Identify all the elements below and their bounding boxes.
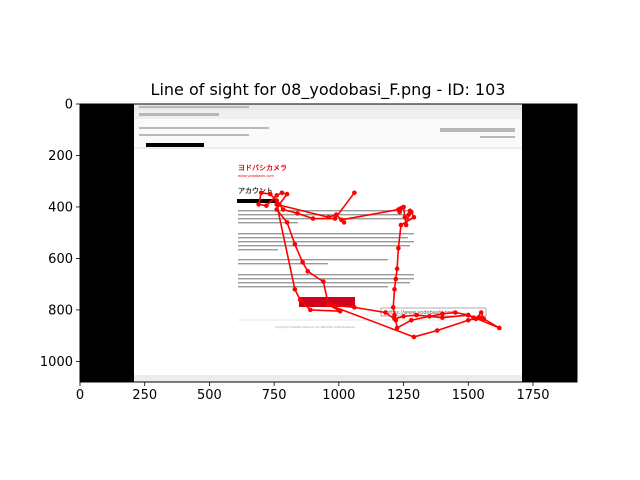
gaze-point (352, 190, 357, 196)
gaze-point (279, 190, 285, 196)
plot-area: ヨドバシカメラ www.yodobashi.com アカウント (79, 103, 578, 383)
x-tick-label: 250 (132, 388, 157, 403)
login-button (299, 297, 355, 307)
gaze-point (292, 241, 298, 247)
gaze-point (411, 334, 417, 340)
gaze-point (473, 316, 479, 322)
email-status-bar (134, 375, 522, 382)
gaze-point (264, 203, 269, 208)
gaze-point (398, 222, 404, 228)
x-tick-label: 0 (76, 388, 84, 403)
email-body (134, 149, 522, 380)
email-toolbar (134, 110, 522, 119)
y-tick-label: 200 (48, 149, 73, 164)
gaze-point (403, 222, 409, 228)
gaze-point (339, 217, 344, 223)
gaze-point (465, 312, 471, 318)
gaze-point (401, 204, 406, 210)
gaze-point (305, 269, 311, 274)
gaze-point (409, 317, 414, 323)
gaze-point (310, 216, 316, 221)
gaze-point (477, 315, 483, 320)
gaze-point (292, 287, 298, 292)
x-tick-label: 1750 (516, 388, 549, 403)
gaze-point (284, 220, 290, 225)
gaze-point (409, 209, 414, 215)
gaze-point (297, 297, 303, 302)
gaze-point (394, 266, 400, 272)
brand-url: www.yodobashi.com (238, 174, 275, 178)
copyright: Copyright (C) Yodobashi Camera Co.,Ltd. … (275, 326, 356, 329)
chart-title: Line of sight for 08_yodobasi_F.png - ID… (151, 80, 506, 100)
gaze-point (326, 214, 331, 220)
gaze-point (402, 214, 408, 220)
gaze-point (352, 305, 357, 310)
x-tick-label: 1000 (322, 388, 355, 403)
gaze-point (267, 191, 273, 197)
email-screenshot: ヨドバシカメラ www.yodobashi.com アカウント (134, 104, 522, 382)
gaze-point (300, 260, 305, 265)
gaze-point (411, 214, 417, 220)
gaze-point (478, 310, 484, 315)
gaze-point (393, 276, 399, 282)
gaze-point (295, 211, 300, 216)
gaze-point (414, 312, 419, 318)
letterbox-right (522, 104, 577, 382)
brand-logo: ヨドバシカメラ (238, 164, 287, 172)
gaze-trace (256, 190, 502, 340)
letterbox-left (80, 104, 134, 382)
gaze-point (333, 212, 339, 217)
y-tick-label: 0 (65, 98, 73, 113)
email-menubar (134, 104, 522, 110)
gaze-point (258, 190, 264, 196)
header-text-lines (139, 106, 515, 138)
gaze-point (401, 314, 406, 319)
gaze-point (481, 316, 487, 322)
gaze-point (392, 312, 397, 318)
gaze-point (284, 191, 290, 197)
y-axis: 0 200 400 600 800 1000 (40, 98, 80, 370)
gaze-point (280, 207, 286, 212)
gaze-point (256, 202, 261, 207)
y-tick-label: 1000 (40, 355, 73, 370)
gaze-point (337, 308, 343, 314)
x-tick-label: 1500 (452, 388, 485, 403)
gaze-point (274, 198, 280, 203)
gaze-point (453, 310, 458, 315)
gaze-point (274, 202, 280, 207)
gaze-point (434, 328, 440, 333)
gaze-point (427, 314, 432, 319)
y-tick-label: 600 (48, 252, 73, 267)
x-tick-label: 750 (262, 388, 287, 403)
gaze-point (440, 315, 445, 320)
x-tick-label: 1250 (387, 388, 420, 403)
x-axis: 0 250 500 750 1000 1250 1500 1750 (76, 382, 550, 403)
plot-frame (79, 103, 578, 383)
gaze-point (390, 305, 396, 310)
gaze-point (396, 245, 401, 251)
gaze-point (392, 287, 397, 292)
x-tick-label: 500 (197, 388, 222, 403)
gaze-point (332, 216, 338, 221)
gaze-point (440, 311, 445, 317)
gaze-point (274, 207, 280, 212)
notice-heading: アカウント (238, 186, 273, 195)
redacted-name (237, 199, 277, 203)
gaze-point (465, 317, 471, 323)
gaze-point (394, 325, 400, 331)
redacted-recipient (146, 143, 204, 147)
gaze-point (274, 193, 280, 198)
gaze-point (326, 302, 331, 308)
y-tick-label: 400 (48, 200, 73, 215)
gaze-point (497, 325, 502, 331)
gaze-point (397, 209, 402, 215)
gaze-point (308, 307, 313, 313)
gaze-point (392, 316, 397, 322)
y-tick-label: 800 (48, 303, 73, 318)
gaze-point (383, 310, 388, 315)
gaze-point (321, 279, 326, 284)
link-url: https://www.yodobashi.com (386, 310, 455, 316)
